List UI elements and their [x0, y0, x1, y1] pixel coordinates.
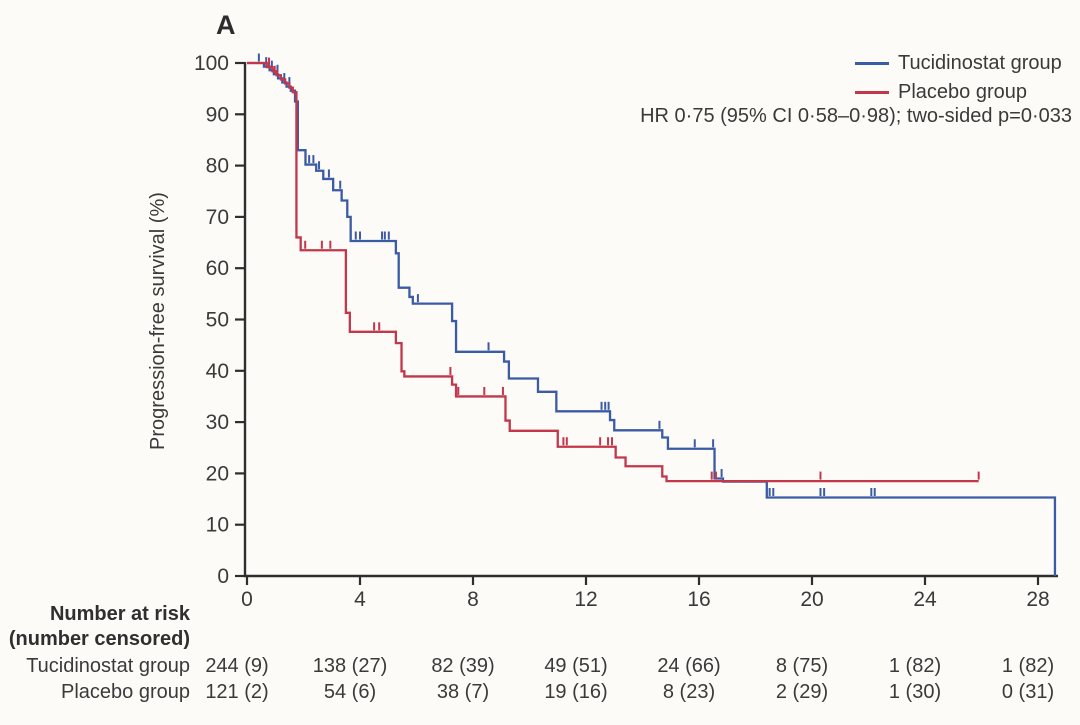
- y-tick-label: 0: [217, 565, 229, 588]
- y-tick-label: 50: [206, 309, 229, 332]
- x-tick-label: 24: [913, 588, 937, 611]
- y-tick-label: 60: [206, 257, 229, 280]
- risk-value-tucidinostat-t28: 1 (82): [1001, 655, 1055, 677]
- y-tick-label: 90: [206, 103, 229, 126]
- risk-value-tucidinostat-t8: 82 (39): [431, 655, 495, 677]
- legend-entry-placebo: Placebo group: [855, 81, 1027, 104]
- hr-annotation: HR 0·75 (95% CI 0·58–0·98); two-sided p=…: [640, 105, 1072, 127]
- x-tick-label: 16: [687, 588, 710, 611]
- risk-value-tucidinostat-t20: 8 (75): [775, 655, 829, 677]
- risk-value-placebo-t12: 19 (16): [544, 681, 608, 703]
- placebo-line-swatch: [855, 91, 889, 94]
- tucidinostat-line-swatch: [855, 62, 889, 65]
- risk-value-tucidinostat-t4: 138 (27): [312, 655, 388, 677]
- risk-value-tucidinostat-t12: 49 (51): [544, 655, 608, 677]
- survival-curve-placebo: [247, 61, 979, 483]
- risk-value-tucidinostat-t16: 24 (66): [657, 655, 721, 677]
- risk-row-label-placebo: Placebo group: [61, 681, 190, 703]
- axes: [243, 62, 1058, 578]
- x-tick-label: 8: [467, 588, 479, 611]
- survival-curve-tucidinostat: [247, 61, 1057, 576]
- risk-value-placebo-t28: 0 (31): [1001, 681, 1055, 703]
- y-tick-label: 70: [206, 206, 229, 229]
- x-tick-label: 28: [1026, 588, 1049, 611]
- risk-value-placebo-t0: 121 (2): [205, 681, 269, 703]
- y-tick-label: 10: [206, 514, 229, 537]
- risk-value-placebo-t4: 54 (6): [323, 681, 377, 703]
- panel-label: A: [216, 10, 236, 40]
- risk-value-placebo-t16: 8 (23): [662, 681, 716, 703]
- risk-table-header-line1: Number at risk: [49, 603, 190, 625]
- risk-value-placebo-t8: 38 (7): [436, 681, 490, 703]
- y-tick-label: 80: [206, 155, 229, 178]
- y-tick-label: 30: [206, 411, 229, 434]
- risk-table-header-line2: (number censored): [8, 628, 190, 650]
- y-tick-label: 100: [194, 52, 229, 75]
- risk-value-placebo-t20: 2 (29): [775, 681, 829, 703]
- x-tick-label: 4: [354, 588, 366, 611]
- risk-value-tucidinostat-t0: 244 (9): [205, 655, 269, 677]
- x-tick-label: 12: [574, 588, 597, 611]
- legend-entry-tucidinostat: Tucidinostat group: [855, 52, 1062, 75]
- risk-value-placebo-t24: 1 (30): [888, 681, 942, 703]
- y-tick-label: 20: [206, 462, 229, 485]
- legend-label-tucidinostat: Tucidinostat group: [898, 52, 1062, 74]
- risk-row-label-tucidinostat: Tucidinostat group: [26, 655, 190, 677]
- risk-value-tucidinostat-t24: 1 (82): [888, 655, 942, 677]
- y-tick-label: 40: [206, 360, 229, 383]
- legend-label-placebo: Placebo group: [898, 81, 1027, 103]
- x-tick-label: 0: [241, 588, 253, 611]
- x-tick-label: 20: [800, 588, 823, 611]
